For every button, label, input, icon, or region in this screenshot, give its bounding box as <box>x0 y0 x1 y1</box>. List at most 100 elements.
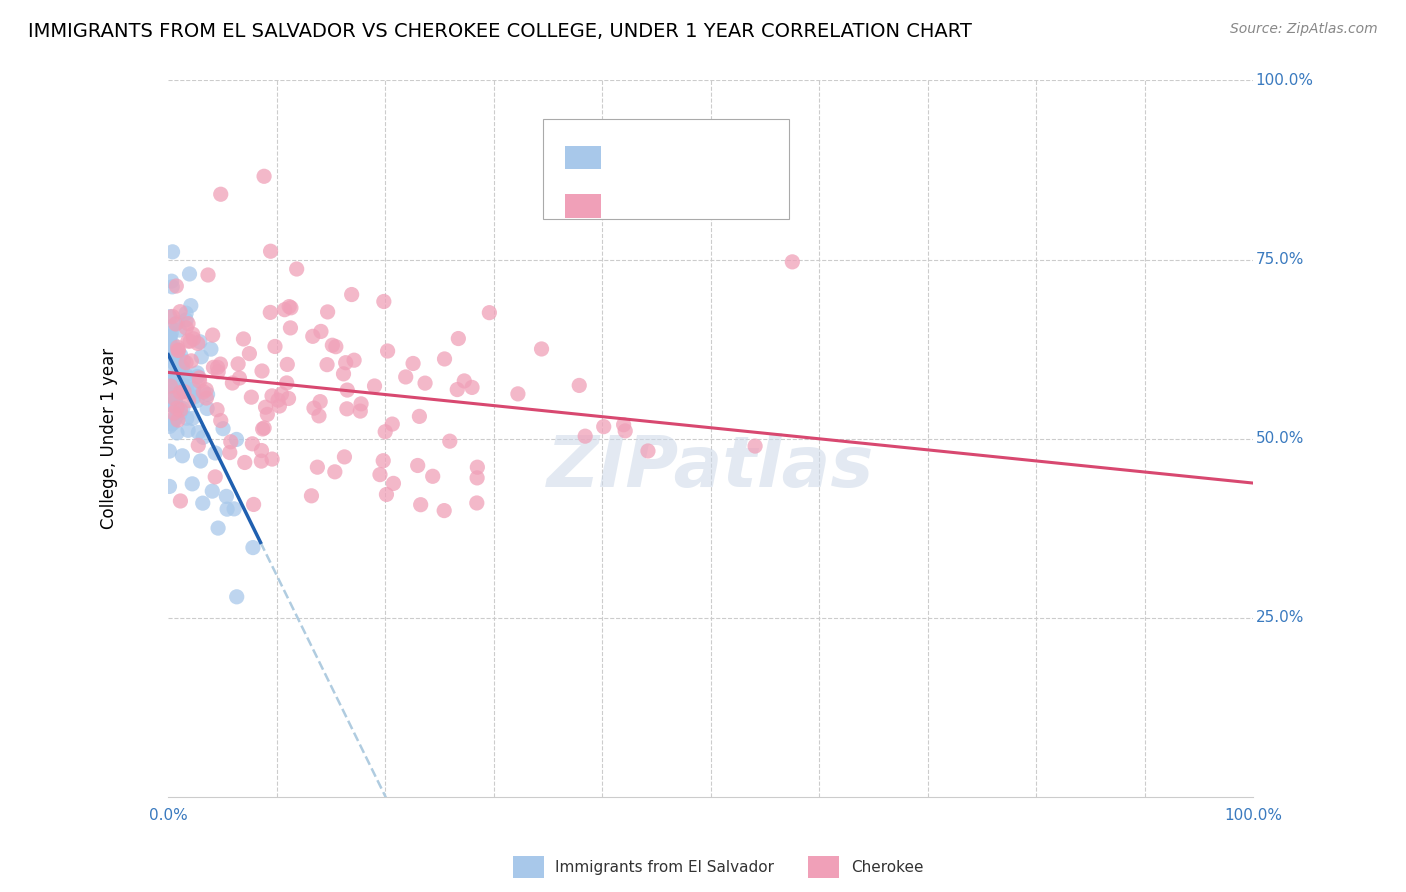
Point <box>215 489 238 503</box>
Point <box>186 369 208 384</box>
Point <box>309 394 332 409</box>
Point <box>212 422 235 436</box>
Point <box>163 384 186 398</box>
Point <box>174 379 197 393</box>
Point <box>363 379 385 393</box>
Point <box>183 332 205 346</box>
Point <box>165 401 187 416</box>
Point <box>187 438 209 452</box>
Text: -0.435: -0.435 <box>633 197 697 215</box>
Point <box>259 305 281 319</box>
Text: 75.0%: 75.0% <box>1256 252 1303 267</box>
Point <box>321 338 343 352</box>
Point <box>157 343 180 358</box>
Point <box>183 382 205 396</box>
Point <box>254 400 277 414</box>
Point <box>204 446 226 460</box>
Point <box>250 443 273 458</box>
Point <box>163 412 186 426</box>
Point <box>188 374 211 388</box>
Point <box>744 439 766 453</box>
Point <box>165 370 187 384</box>
Point <box>162 406 184 420</box>
Point <box>343 353 366 368</box>
Point <box>238 346 260 360</box>
Point <box>160 338 183 352</box>
Point <box>207 360 229 375</box>
Point <box>169 406 191 420</box>
Point <box>447 332 470 346</box>
Point <box>506 387 529 401</box>
Point <box>478 306 501 320</box>
Point <box>181 476 204 491</box>
Point <box>465 496 488 510</box>
Point <box>301 329 323 343</box>
Point <box>307 460 329 475</box>
Point <box>568 378 591 392</box>
Point <box>165 350 187 364</box>
Point <box>162 337 184 351</box>
Point <box>256 408 278 422</box>
Point <box>159 310 181 324</box>
Point <box>166 340 188 354</box>
Point <box>332 367 354 381</box>
Point <box>204 470 226 484</box>
Point <box>461 380 484 394</box>
Point <box>267 393 290 408</box>
Point <box>160 326 183 340</box>
Text: Immigrants from El Salvador: Immigrants from El Salvador <box>555 860 775 874</box>
Point <box>165 350 187 364</box>
Point <box>530 342 553 356</box>
Point <box>242 541 264 555</box>
Point <box>177 334 200 348</box>
Point <box>163 355 186 369</box>
Point <box>253 169 276 184</box>
Point <box>166 425 188 440</box>
Point <box>163 355 186 369</box>
Point <box>169 323 191 337</box>
Point <box>253 421 276 435</box>
Point <box>157 336 180 351</box>
Point <box>191 496 214 510</box>
Point <box>159 388 181 402</box>
Point <box>408 409 430 424</box>
Point <box>174 356 197 370</box>
Point <box>225 433 247 447</box>
Point <box>177 317 200 331</box>
Point <box>165 317 187 331</box>
Point <box>280 321 302 335</box>
Point <box>172 401 194 416</box>
Point <box>613 417 636 432</box>
Point <box>165 368 187 383</box>
Point <box>174 321 197 335</box>
Point <box>308 409 330 423</box>
Text: 135: 135 <box>731 197 768 215</box>
Point <box>413 376 436 391</box>
Point <box>159 331 181 345</box>
Point <box>190 350 212 364</box>
Point <box>162 380 184 394</box>
Point <box>197 268 219 282</box>
Point <box>166 360 188 375</box>
Point <box>433 351 456 366</box>
Point <box>207 365 229 379</box>
Point <box>160 365 183 379</box>
Point <box>157 398 180 412</box>
Point <box>169 360 191 375</box>
Point <box>325 340 347 354</box>
Point <box>221 376 243 390</box>
Point <box>162 412 184 426</box>
Point <box>782 255 804 269</box>
Point <box>174 306 197 320</box>
Point <box>207 521 229 535</box>
Point <box>259 244 281 259</box>
Point <box>159 479 181 493</box>
Point <box>224 501 246 516</box>
Point <box>374 425 396 439</box>
Point <box>159 379 181 393</box>
Text: R =: R = <box>612 149 650 167</box>
Point <box>187 336 209 351</box>
Point <box>159 417 181 431</box>
Point <box>209 357 232 371</box>
Point <box>219 434 242 449</box>
